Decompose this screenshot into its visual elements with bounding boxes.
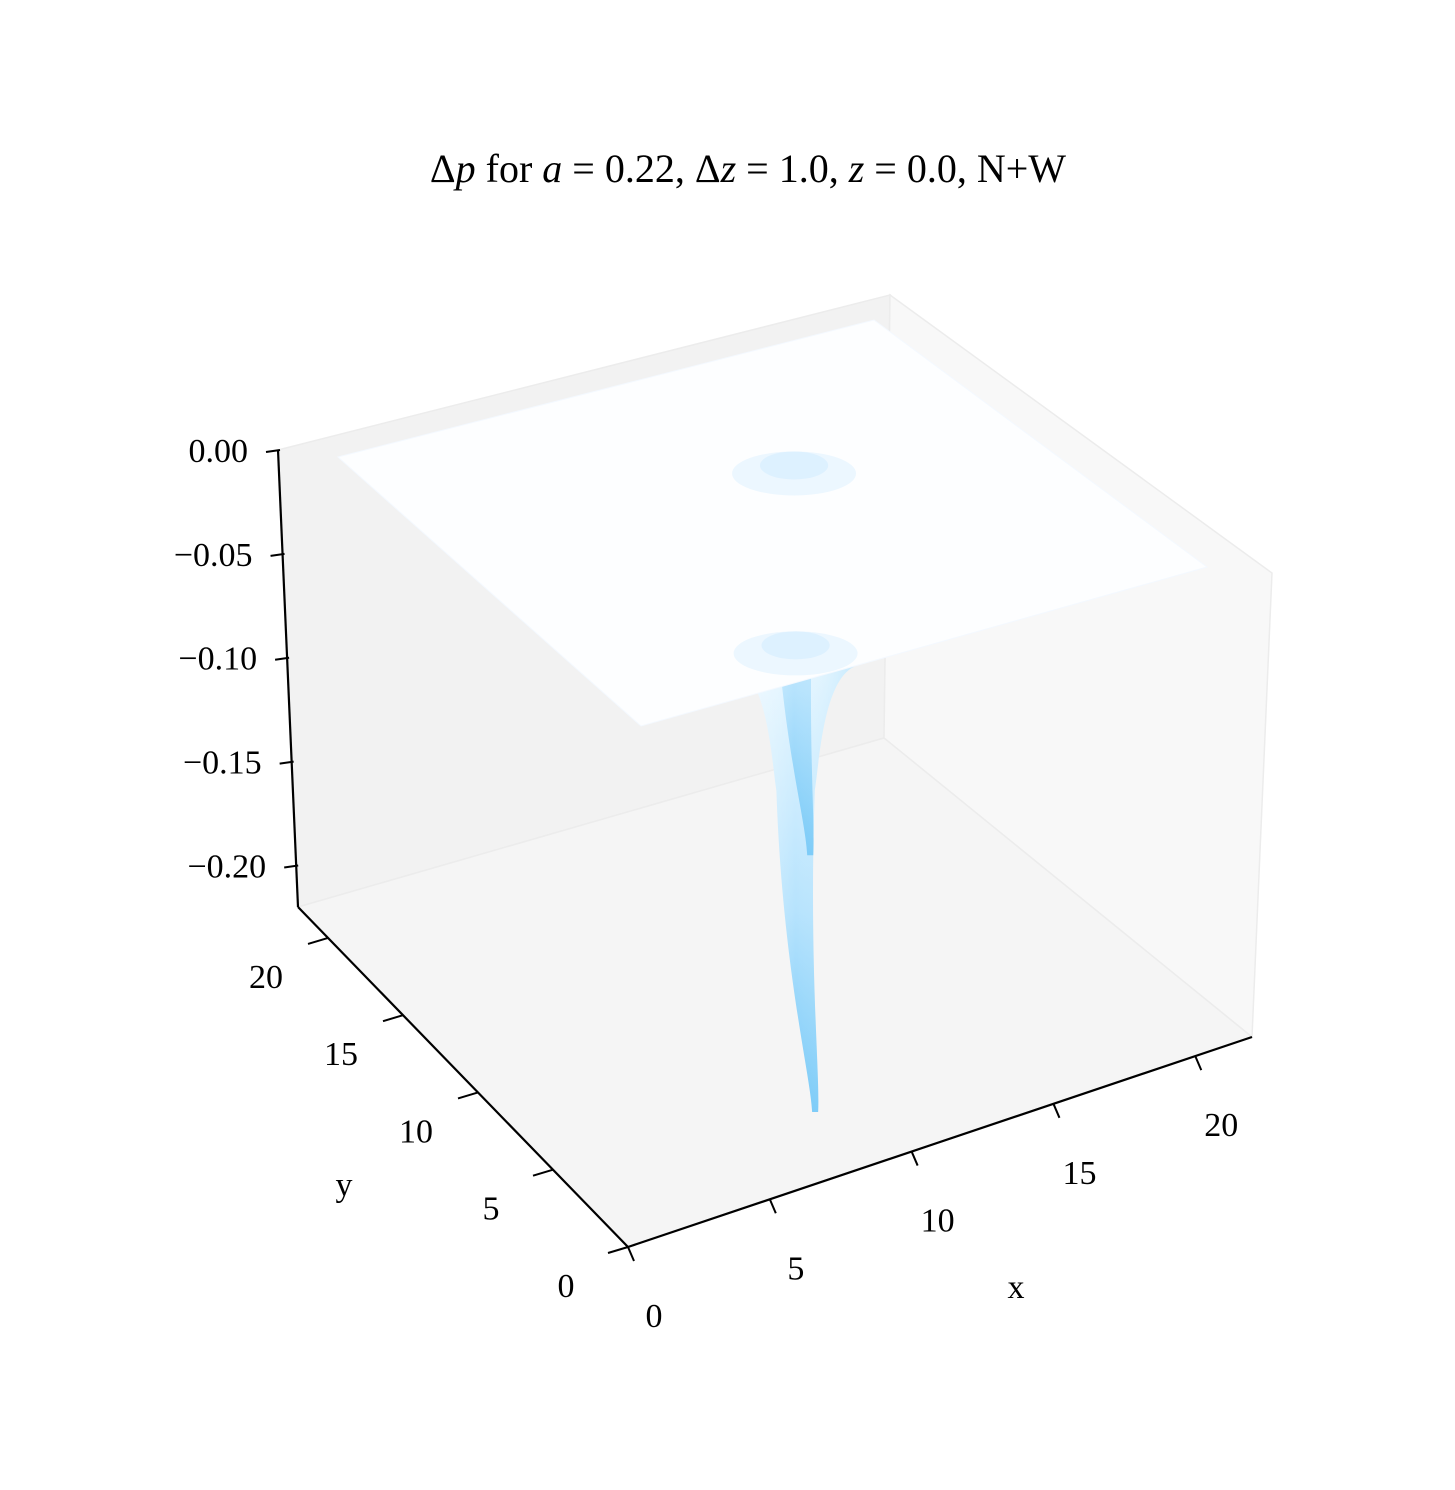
chart-title: Δp for a = 0.22, Δz = 1.0, z = 0.0, N+W bbox=[430, 146, 1066, 191]
z-axis-line bbox=[276, 449, 300, 908]
y-tick-2 bbox=[457, 1091, 479, 1100]
y-tick-label-0: 0 bbox=[558, 1268, 575, 1305]
x-tick-label-0: 0 bbox=[646, 1298, 663, 1335]
y-tick-label-1: 5 bbox=[483, 1191, 500, 1228]
y-axis-label: y bbox=[336, 1167, 353, 1204]
z-tick-label-1: −0.05 bbox=[174, 537, 253, 574]
x-tick-0 bbox=[627, 1246, 635, 1262]
well-rim-inner-1 bbox=[759, 451, 829, 480]
x-tick-label-1: 5 bbox=[787, 1250, 804, 1287]
y-tick-1 bbox=[532, 1168, 554, 1177]
z-tick-0 bbox=[265, 449, 281, 453]
y-tick-label-4: 20 bbox=[249, 959, 283, 996]
y-tick-label-2: 10 bbox=[399, 1113, 433, 1150]
x-tick-label-4: 20 bbox=[1204, 1107, 1238, 1144]
z-tick-3 bbox=[279, 760, 294, 765]
z-tick-4 bbox=[284, 864, 299, 869]
well-rims bbox=[732, 451, 858, 676]
z-tick-label-2: −0.10 bbox=[178, 641, 257, 678]
z-tick-label-0: 0.00 bbox=[189, 433, 249, 470]
y-tick-label-3: 15 bbox=[324, 1036, 358, 1073]
x-tick-label-2: 10 bbox=[921, 1203, 955, 1240]
x-axis-ticks: 0 5 10 15 20 bbox=[627, 1055, 1238, 1335]
z-axis-ticks: 0.00 −0.05 −0.10 −0.15 −0.20 bbox=[174, 433, 299, 885]
surface-plane bbox=[336, 319, 1209, 727]
x-tick-1 bbox=[768, 1198, 777, 1214]
y-tick-3 bbox=[382, 1014, 404, 1023]
y-axis-ticks: 0 5 10 15 20 bbox=[249, 936, 629, 1305]
y-axis-line bbox=[297, 906, 629, 1248]
y-tick-0 bbox=[607, 1246, 629, 1254]
x-tick-3 bbox=[1052, 1103, 1061, 1119]
x-axis-label: x bbox=[1008, 1269, 1025, 1306]
x-tick-2 bbox=[910, 1151, 919, 1166]
x-tick-4 bbox=[1194, 1055, 1203, 1071]
x-axis-line bbox=[627, 1035, 1253, 1249]
well-rim-inner-0 bbox=[761, 631, 830, 660]
y-tick-4 bbox=[307, 936, 329, 945]
z-tick-2 bbox=[274, 656, 290, 661]
x-tick-label-3: 15 bbox=[1062, 1155, 1096, 1192]
well-shade-0 bbox=[733, 665, 858, 1112]
z-tick-1 bbox=[270, 552, 285, 557]
z-tick-label-3: −0.15 bbox=[183, 745, 262, 782]
z-tick-label-4: −0.20 bbox=[187, 848, 266, 885]
